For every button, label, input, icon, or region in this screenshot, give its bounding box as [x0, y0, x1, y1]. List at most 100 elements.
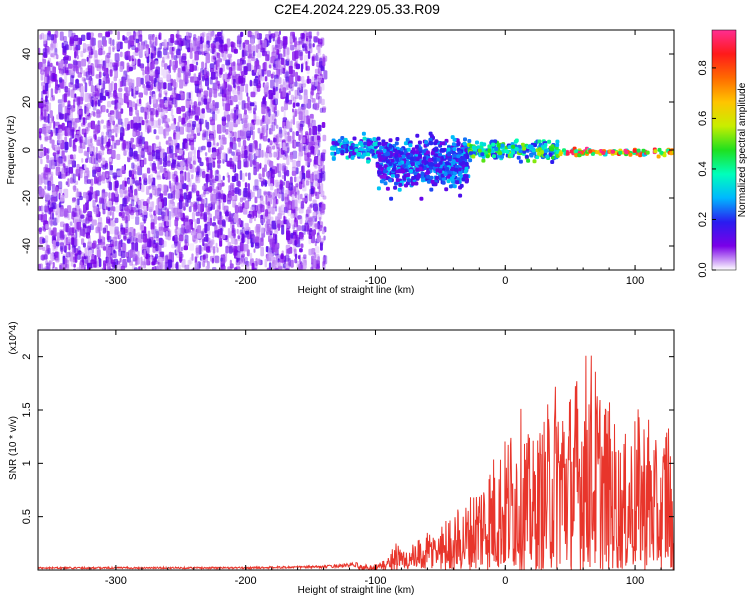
- heatmap-cell: [155, 205, 159, 215]
- heatmap-cell: [187, 70, 191, 79]
- heatmap-cell: [417, 140, 422, 145]
- heatmap-cell: [250, 154, 253, 160]
- heatmap-cell: [202, 95, 207, 103]
- heatmap-cell: [127, 65, 131, 72]
- heatmap-cell: [135, 238, 139, 243]
- heatmap-cell: [227, 147, 232, 155]
- heatmap-cell: [176, 48, 181, 56]
- heatmap-cell: [41, 205, 44, 215]
- heatmap-cell: [532, 159, 537, 164]
- heatmap-cell: [151, 228, 154, 235]
- heatmap-cell: [201, 246, 204, 252]
- heatmap-cell: [315, 182, 319, 187]
- heatmap-cell: [106, 108, 109, 113]
- heatmap-cell: [158, 126, 164, 135]
- heatmap-cell: [310, 188, 314, 195]
- heatmap-cell: [180, 39, 185, 46]
- heatmap-cell: [131, 162, 135, 169]
- heatmap-cell: [295, 71, 298, 82]
- heatmap-cell: [96, 64, 102, 69]
- heatmap-cell: [96, 225, 99, 232]
- heatmap-cell: [67, 178, 70, 187]
- heatmap-cell: [155, 120, 161, 128]
- heatmap-cell: [264, 156, 270, 165]
- heatmap-cell: [197, 225, 202, 235]
- heatmap-cell: [147, 145, 152, 155]
- heatmap-cell: [267, 191, 272, 198]
- heatmap-cell: [420, 171, 425, 176]
- heatmap-cell: [388, 138, 393, 143]
- heatmap-cell: [157, 256, 163, 263]
- heatmap-cell: [131, 207, 136, 213]
- heatmap-cell: [63, 36, 67, 42]
- heatmap-cell: [196, 123, 200, 133]
- heatmap-cell: [289, 41, 293, 49]
- heatmap-cell: [216, 52, 221, 59]
- heatmap-cell: [112, 45, 116, 50]
- heatmap-cell: [322, 134, 327, 142]
- heatmap-cell: [120, 51, 123, 58]
- heatmap-cell: [83, 204, 86, 214]
- heatmap-cell: [214, 113, 218, 121]
- heatmap-cell: [308, 193, 312, 202]
- heatmap-cell: [430, 151, 435, 156]
- heatmap-cell: [84, 172, 88, 183]
- heatmap-cell: [255, 161, 260, 172]
- heatmap-cell: [200, 114, 204, 120]
- heatmap-cell: [205, 78, 209, 87]
- heatmap-cell: [314, 223, 320, 230]
- heatmap-cell: [175, 189, 180, 199]
- heatmap-cell: [158, 34, 161, 40]
- heatmap-cell: [212, 125, 216, 131]
- heatmap-cell: [202, 254, 206, 260]
- heatmap-cell: [74, 198, 79, 208]
- heatmap-cell: [194, 115, 199, 121]
- heatmap-cell: [277, 171, 282, 178]
- heatmap-cell: [108, 46, 112, 55]
- heatmap-cell: [93, 260, 98, 268]
- heatmap-cell: [222, 182, 225, 187]
- heatmap-cell: [164, 100, 169, 108]
- heatmap-cell: [110, 37, 112, 47]
- heatmap-cell: [283, 39, 288, 49]
- heatmap-cell: [522, 146, 527, 151]
- heatmap-cell: [50, 220, 53, 227]
- heatmap-cell: [212, 246, 216, 254]
- heatmap-cell: [293, 219, 299, 228]
- heatmap-cell: [242, 125, 247, 133]
- heatmap-cell: [369, 149, 374, 154]
- heatmap-cell: [134, 103, 138, 111]
- heatmap-cell: [49, 62, 53, 68]
- heatmap-cell: [150, 214, 154, 219]
- heatmap-cell: [224, 153, 228, 163]
- heatmap-cell: [311, 76, 315, 85]
- heatmap-cell: [181, 55, 187, 63]
- heatmap-cell: [402, 175, 407, 180]
- heatmap-cell: [109, 210, 112, 216]
- heatmap-cell: [168, 211, 172, 221]
- heatmap-cell: [447, 152, 451, 157]
- heatmap-cell: [188, 206, 192, 213]
- heatmap-cell: [297, 255, 301, 260]
- heatmap-cell: [264, 76, 268, 82]
- heatmap-cell: [227, 228, 231, 238]
- heatmap-cell: [51, 139, 54, 149]
- heatmap-cell: [315, 92, 320, 100]
- heatmap-cell: [58, 77, 63, 83]
- heatmap-cell: [155, 82, 159, 93]
- heatmap-cell: [415, 167, 420, 172]
- heatmap-cell: [144, 44, 150, 50]
- heatmap-cell: [225, 245, 229, 254]
- heatmap-cell: [117, 118, 123, 125]
- heatmap-cell: [65, 223, 69, 233]
- heatmap-cell: [234, 267, 238, 270]
- heatmap-cell: [76, 163, 80, 170]
- heatmap-cell: [87, 98, 91, 106]
- heatmap-cell: [291, 170, 297, 176]
- spectrogram-x-tick-label: 0: [502, 275, 508, 287]
- heatmap-cell: [451, 142, 456, 147]
- heatmap-cell: [253, 112, 257, 122]
- heatmap-cell: [124, 180, 127, 187]
- heatmap-cell: [65, 252, 71, 258]
- heatmap-cell: [232, 70, 236, 76]
